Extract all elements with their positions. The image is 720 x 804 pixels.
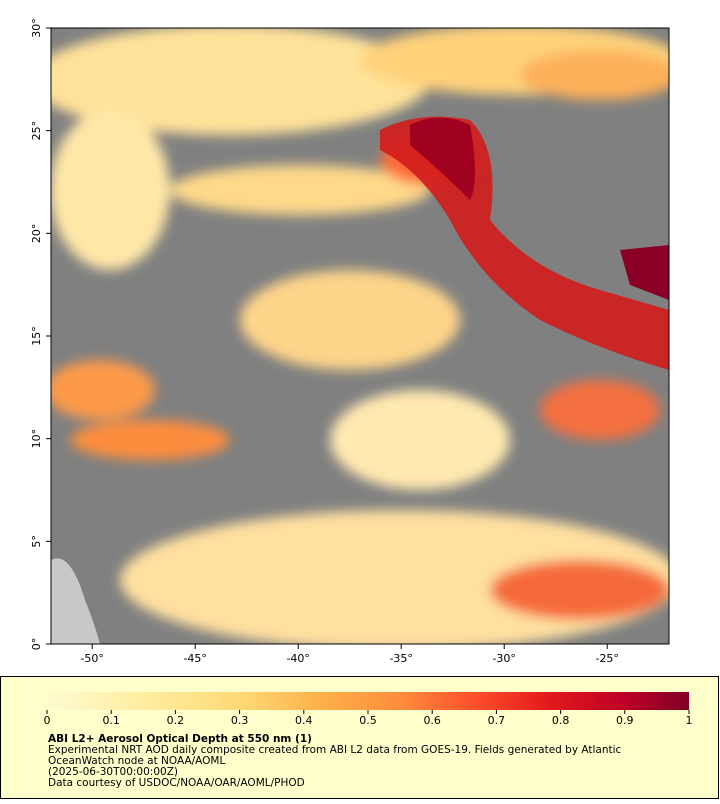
colorbar — [47, 692, 689, 710]
colorbar-tick-label: 0.1 — [102, 714, 120, 727]
y-tick-label: 30° — [30, 18, 43, 38]
x-tick-label: -50° — [80, 652, 103, 665]
x-tick-label: -30° — [492, 652, 515, 665]
x-tick-label: -35° — [389, 652, 412, 665]
x-tick-label: -45° — [183, 652, 206, 665]
caption-line: Experimental NRT AOD daily composite cre… — [48, 744, 622, 756]
caption-line: OceanWatch node at NOAA/AOML — [48, 755, 225, 767]
map — [51, 28, 669, 644]
x-tick-label: -25° — [595, 652, 618, 665]
colorbar-tick-label: 0.2 — [167, 714, 185, 727]
caption-line: (2025-06-30T00:00:00Z) — [48, 766, 178, 778]
colorbar-tick-label: 0.9 — [616, 714, 634, 727]
colorbar-tick-label: 0.8 — [552, 714, 570, 727]
x-tick-label: -40° — [286, 652, 309, 665]
colorbar-tick-label: 0 — [44, 714, 51, 727]
y-tick-label: 20° — [30, 224, 43, 244]
colorbar-tick-label: 0.4 — [295, 714, 313, 727]
colorbar-tick-label: 0.6 — [423, 714, 441, 727]
colorbar-tick-label: 0.5 — [359, 714, 377, 727]
y-tick-label: 10° — [30, 429, 43, 449]
y-tick-label: 0° — [30, 638, 43, 651]
caption-line: Data courtesy of USDOC/NOAA/OAR/AOML/PHO… — [48, 777, 305, 789]
y-tick-label: 5° — [30, 535, 43, 548]
caption-title: ABI L2+ Aerosol Optical Depth at 550 nm … — [48, 733, 312, 745]
y-tick-label: 25° — [30, 121, 43, 141]
colorbar-tick-label: 1 — [686, 714, 693, 727]
y-tick-label: 15° — [30, 326, 43, 346]
colorbar-tick-label: 0.7 — [488, 714, 506, 727]
colorbar-tick-label: 0.3 — [231, 714, 249, 727]
